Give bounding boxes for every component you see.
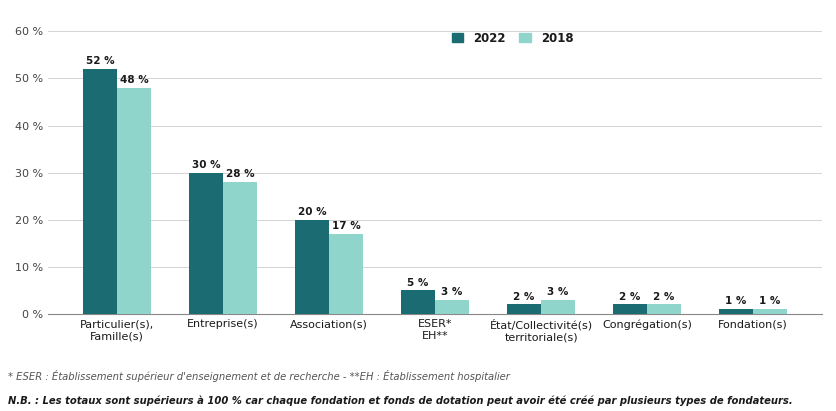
Text: 3 %: 3 % <box>441 287 462 297</box>
Text: 2 %: 2 % <box>653 292 674 302</box>
Bar <box>613 305 646 314</box>
Bar <box>222 182 257 314</box>
Bar <box>83 69 117 314</box>
Text: 48 %: 48 % <box>120 75 148 85</box>
Text: 5 %: 5 % <box>407 277 428 288</box>
Bar <box>540 300 574 314</box>
Bar <box>752 309 786 314</box>
Bar <box>295 220 329 314</box>
Bar <box>329 234 363 314</box>
Bar <box>507 305 540 314</box>
Legend: 2022, 2018: 2022, 2018 <box>451 32 573 44</box>
Text: 2 %: 2 % <box>619 292 640 302</box>
Text: N.B. : Les totaux sont supérieurs à 100 % car chaque fondation et fonds de dotat: N.B. : Les totaux sont supérieurs à 100 … <box>8 395 792 406</box>
Text: 28 %: 28 % <box>226 169 254 179</box>
Text: 17 %: 17 % <box>331 221 360 231</box>
Text: 3 %: 3 % <box>547 287 568 297</box>
Text: 52 %: 52 % <box>85 56 115 66</box>
Bar <box>189 173 222 314</box>
Text: 1 %: 1 % <box>758 296 780 306</box>
Bar <box>400 290 435 314</box>
Text: 1 %: 1 % <box>725 296 746 306</box>
Text: 20 %: 20 % <box>298 207 326 217</box>
Bar <box>435 300 468 314</box>
Text: 2 %: 2 % <box>512 292 534 302</box>
Text: 30 %: 30 % <box>191 160 220 170</box>
Bar <box>117 88 150 314</box>
Bar <box>646 305 681 314</box>
Text: * ESER : Établissement supérieur d'enseignement et de recherche - **EH : Établis: * ESER : Établissement supérieur d'ensei… <box>8 370 510 382</box>
Bar <box>718 309 752 314</box>
